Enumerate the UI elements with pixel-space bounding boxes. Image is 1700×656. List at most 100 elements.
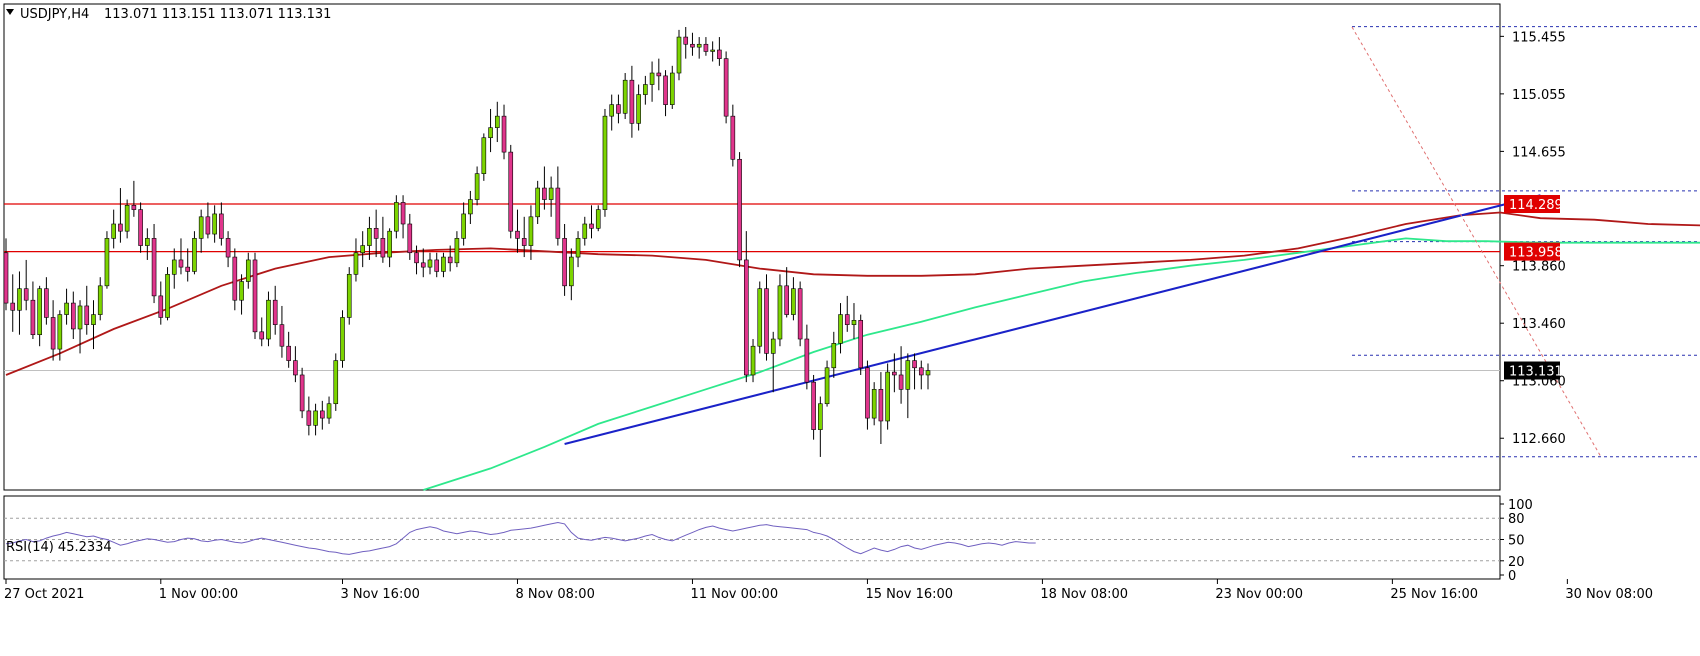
candle [548,176,554,217]
candle-body-bull [569,256,574,287]
candle-body-bull [602,115,608,210]
candle-body-bull [851,320,857,325]
candle [239,274,244,315]
candle [333,353,339,411]
candle-body-bull [474,173,480,200]
candle [757,281,763,354]
candle [30,281,36,340]
candle-body-bull [91,314,96,325]
candle [158,281,164,325]
candle [831,331,837,378]
candle-body-bear [131,205,137,210]
candle [272,285,278,335]
candle [340,310,345,368]
candle [703,37,709,56]
candle [232,248,238,311]
candle-body-bear [447,256,453,264]
candle-body-bull [427,259,433,268]
candle [629,65,635,138]
candle-body-bear [259,331,265,340]
candle-body-bull [441,256,446,272]
candle [844,295,850,332]
candle [777,274,783,347]
candle [37,285,42,347]
candle-body-bull [548,187,554,200]
candle-body-bull [669,72,675,105]
candle-body-bear [380,238,386,258]
candle-body-bear [434,259,440,272]
candle [885,363,890,430]
candle [784,267,789,318]
candle-body-bear [542,187,547,200]
candle [84,285,90,335]
candle [111,209,116,249]
candle [589,205,594,239]
candle [171,248,177,289]
candle [865,360,870,430]
price-panel-frame [3,3,1501,491]
candle-body-bull [171,259,177,275]
dropdown-triangle-icon[interactable] [6,9,14,15]
candle-body-bull [649,72,655,85]
candle [696,37,702,59]
candle-body-bear [501,115,507,153]
candle [838,303,843,354]
candle-body-bear [589,223,594,229]
candle [535,180,540,224]
candle [898,346,904,404]
candle [266,291,271,347]
candle [326,396,332,424]
candle-body-bull [192,238,197,272]
candle [818,396,823,457]
candle-body-bear [764,288,769,354]
candle [225,231,231,268]
candle [643,75,648,105]
candle-body-bear [616,104,621,114]
candle [669,65,675,109]
candle-body-bull [468,199,473,215]
candle-body-bull [97,285,103,315]
candle-body-bull [535,187,540,218]
candle [420,248,426,278]
candle [555,166,561,246]
candle-body-bear [663,75,668,105]
candle-body-bull [777,285,783,340]
candle [219,202,224,246]
candle [905,353,911,419]
ohlc-label: 113.071 113.151 113.071 113.131 [104,7,331,22]
candle [313,403,318,436]
candle [737,152,742,268]
candle [252,252,258,340]
candle [717,37,722,66]
level-price-tag-label: 113.958 [1509,246,1563,261]
candle-body-bull [818,403,823,430]
candle [683,27,689,59]
candle [636,84,641,131]
candle [616,94,621,124]
candle [447,245,453,272]
candle [595,205,601,232]
candle [205,202,211,239]
y-tick-label: 113.460 [1512,317,1566,332]
bullish-trendline [564,194,1541,445]
candle [23,259,29,311]
candle [50,300,56,361]
candle [353,238,359,282]
current-price-tag-label: 113.131 [1509,365,1563,380]
candle-body-bear [84,305,90,325]
x-tick-label: 30 Nov 08:00 [1565,587,1653,602]
candle [811,374,816,440]
candle-body-bull [212,213,217,235]
candle-body-bull [461,213,466,239]
x-tick-label: 23 Nov 00:00 [1215,587,1303,602]
candle-body-bear [562,238,567,287]
candle-body-bear [656,72,662,77]
x-tick-label: 1 Nov 00:00 [159,587,238,602]
candle [461,202,466,246]
candle [562,223,567,296]
candle-body-bear [279,324,285,347]
x-tick-label: 27 Oct 2021 [4,587,84,602]
candle [649,61,655,102]
candle [501,104,507,160]
candle-body-bull [64,302,69,315]
